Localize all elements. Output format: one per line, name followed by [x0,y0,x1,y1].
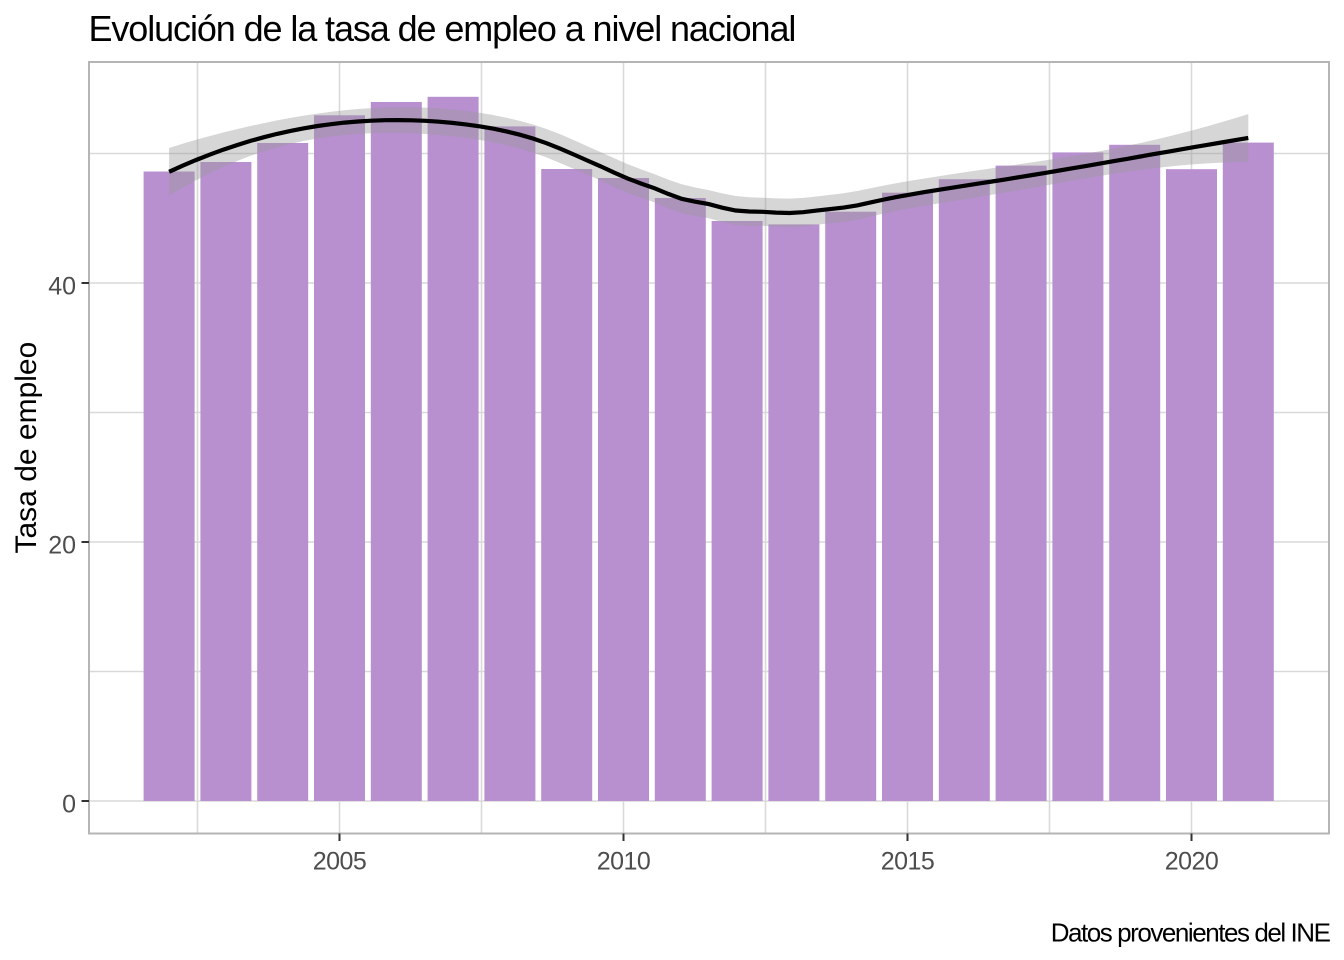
svg-text:Datos provenientes del INE: Datos provenientes del INE [1051,918,1331,948]
svg-text:2010: 2010 [597,848,651,876]
svg-text:0: 0 [62,790,76,818]
svg-text:2005: 2005 [313,848,367,876]
svg-text:Tasa de empleo: Tasa de empleo [10,342,43,554]
svg-text:Evolución de la tasa de empleo: Evolución de la tasa de empleo a nivel n… [89,8,796,49]
svg-text:40: 40 [48,272,76,300]
svg-text:2015: 2015 [881,848,935,876]
svg-text:20: 20 [48,531,76,559]
svg-text:2020: 2020 [1165,848,1219,876]
